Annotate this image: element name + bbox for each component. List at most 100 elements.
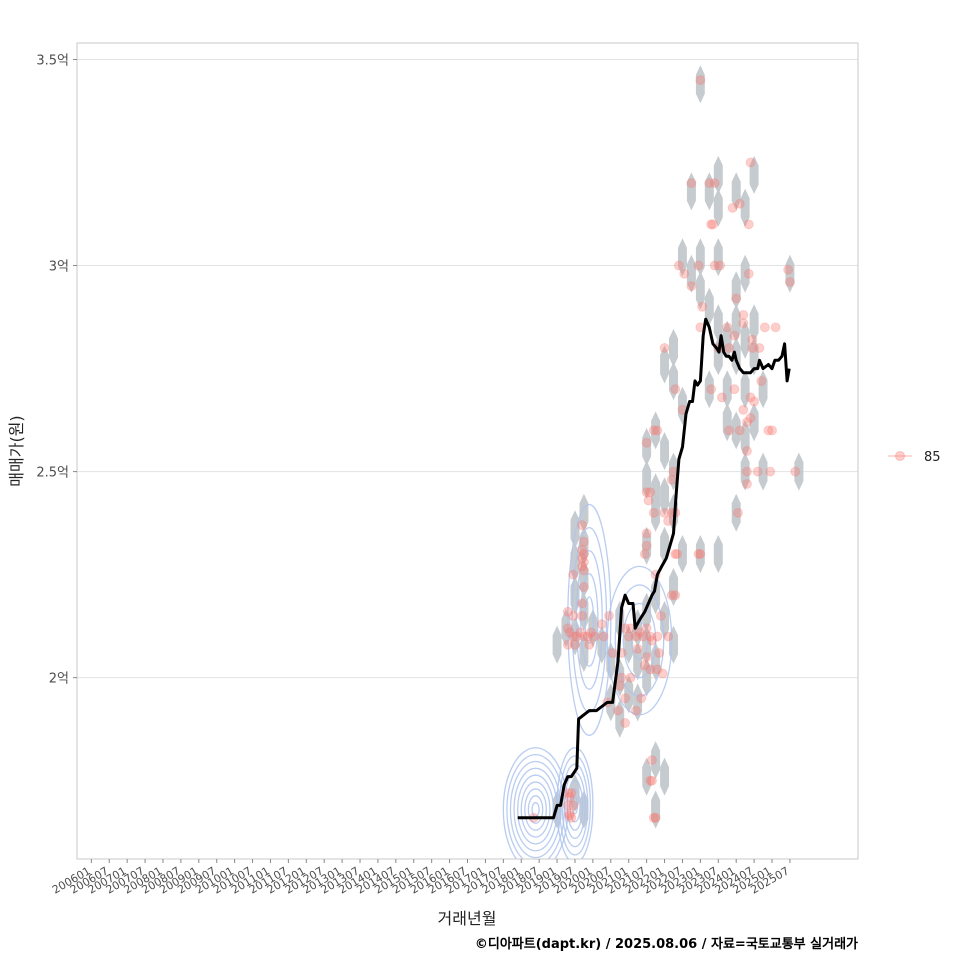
data-point — [598, 631, 609, 642]
x-axis-title: 거래년월 — [438, 909, 497, 928]
hex-bin — [695, 535, 705, 574]
hex-bin — [713, 535, 723, 574]
hex-bin — [713, 304, 723, 343]
data-point — [648, 425, 659, 436]
data-point — [648, 812, 659, 823]
density-contour — [566, 780, 584, 831]
data-point — [763, 425, 774, 436]
hex-bin — [651, 741, 661, 780]
data-point — [577, 598, 588, 609]
data-point — [666, 474, 677, 485]
hex-bin — [642, 526, 652, 565]
density-contour — [520, 781, 551, 838]
data-point — [578, 631, 589, 642]
data-point — [734, 198, 745, 209]
data-point — [577, 610, 588, 621]
hex-bin — [633, 683, 643, 722]
data-point — [641, 652, 652, 663]
legend-label: 85 — [924, 450, 941, 465]
data-point — [767, 425, 778, 436]
hex-bin — [678, 535, 687, 574]
data-point — [659, 507, 670, 518]
data-point — [706, 384, 717, 395]
hex-bin — [740, 419, 750, 458]
data-point — [571, 631, 582, 642]
data-point — [670, 384, 681, 395]
hex-bin — [669, 568, 678, 606]
source-caption: ©디아파트(dapt.kr) / 2025.08.06 / 자료=국토교통부 실… — [475, 936, 858, 952]
data-point — [568, 610, 579, 621]
trend-line-layer — [517, 317, 791, 820]
data-point — [578, 536, 589, 547]
data-point — [568, 569, 579, 580]
hex-bin — [740, 188, 750, 227]
data-point — [578, 582, 589, 592]
data-point — [562, 800, 573, 811]
data-point — [724, 425, 735, 436]
trend-line — [517, 317, 791, 820]
data-point — [741, 417, 752, 428]
hex-bin — [758, 452, 768, 491]
hex-bin — [722, 370, 732, 409]
data-point — [564, 810, 575, 821]
data-point — [596, 619, 607, 630]
hex-bin — [695, 65, 705, 104]
density-contour — [614, 584, 665, 697]
hex-bin — [722, 320, 732, 359]
hex-bin — [695, 238, 705, 277]
data-point — [562, 623, 573, 634]
data-point — [707, 219, 718, 230]
hex-bin — [758, 370, 768, 409]
data-point — [741, 478, 752, 489]
data-point — [770, 322, 781, 333]
density-contour — [569, 788, 581, 823]
hex-bin — [552, 625, 562, 664]
hex-bin — [785, 254, 795, 293]
density-contour — [561, 763, 589, 848]
density-contour — [575, 550, 603, 690]
hex-bin — [651, 493, 661, 532]
data-point — [636, 693, 647, 704]
data-point — [566, 812, 577, 823]
data-point — [652, 664, 663, 675]
hex-bin — [651, 642, 661, 681]
data-point — [639, 660, 650, 671]
data-point — [666, 590, 677, 601]
data-point — [745, 157, 756, 168]
data-point — [738, 404, 749, 415]
hex-bin — [633, 642, 643, 681]
data-point — [663, 631, 674, 642]
data-point — [650, 812, 661, 823]
data-point — [745, 392, 756, 403]
data-point — [647, 755, 658, 766]
data-point — [568, 800, 579, 811]
hex-bin — [740, 452, 750, 491]
hex-bin — [660, 432, 669, 470]
hex-bin — [704, 287, 714, 326]
data-point — [741, 446, 752, 456]
density-contour — [517, 774, 555, 845]
hex-bin — [731, 271, 741, 310]
hex-bin — [794, 452, 804, 491]
data-point — [604, 610, 615, 621]
data-point — [630, 705, 641, 716]
data-point — [578, 549, 589, 560]
data-point — [620, 718, 631, 728]
data-point — [562, 639, 573, 650]
data-point — [577, 520, 588, 531]
data-point — [645, 775, 656, 786]
data-point — [584, 639, 595, 650]
data-point — [564, 792, 575, 803]
data-point — [641, 540, 652, 551]
hex-bin — [731, 304, 741, 343]
hex-bin — [731, 411, 741, 450]
data-point — [625, 672, 636, 683]
data-point — [568, 631, 579, 642]
hex-bin — [669, 361, 678, 400]
y-tick-label: 2.5억 — [36, 466, 69, 481]
hex-bin — [695, 271, 705, 310]
data-point — [577, 561, 588, 572]
data-point — [569, 639, 580, 650]
data-point — [734, 425, 745, 436]
